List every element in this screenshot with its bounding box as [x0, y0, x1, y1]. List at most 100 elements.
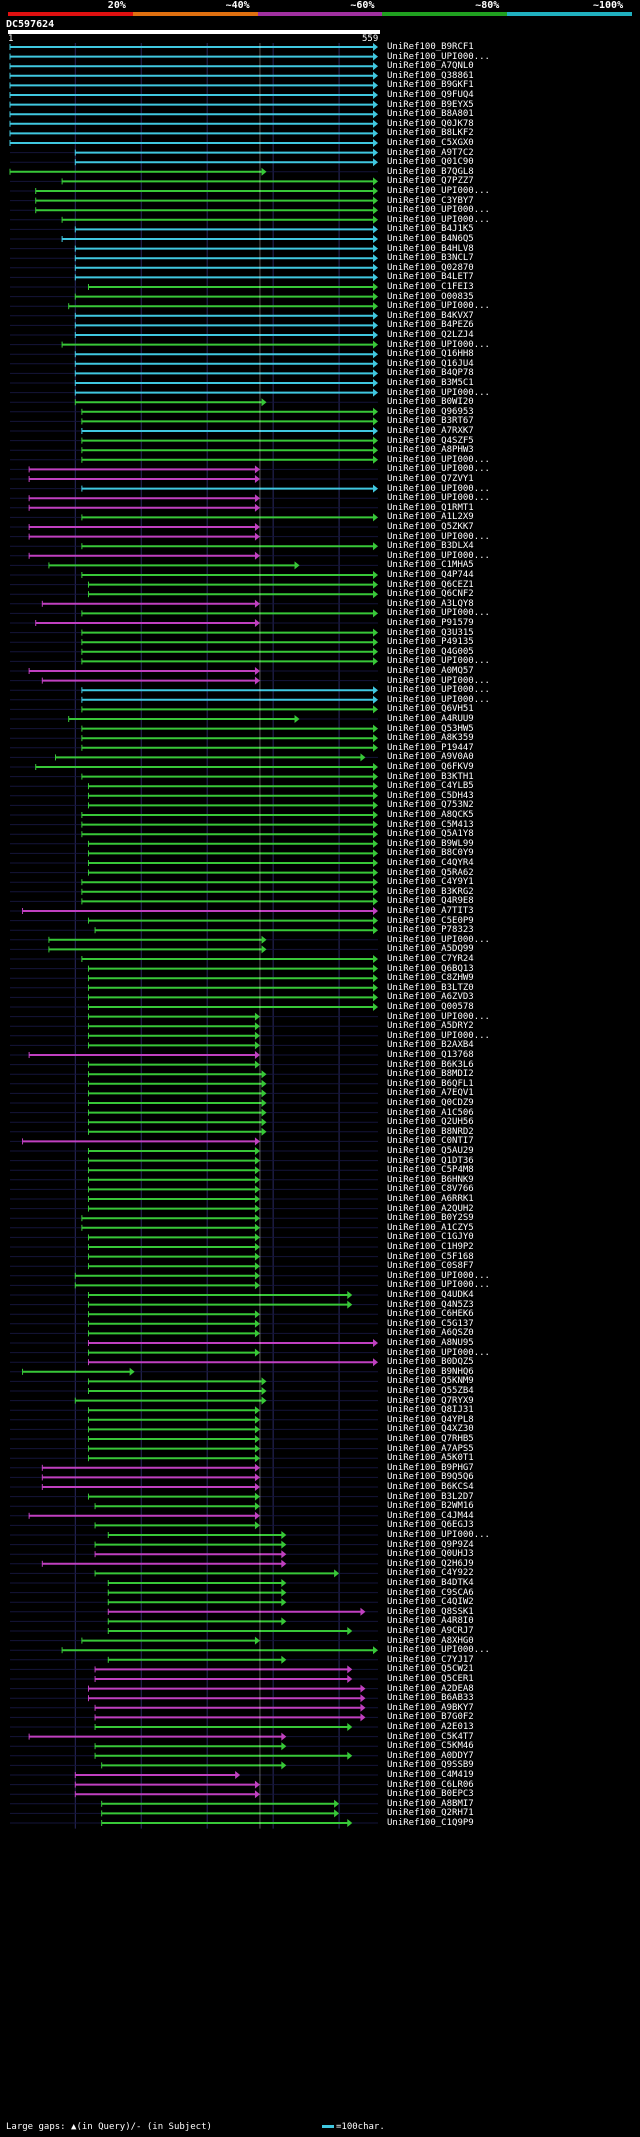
hit-label[interactable]: UniRef100_Q4YPL8 — [387, 1414, 474, 1425]
hit-label[interactable]: UniRef100_A2DEA8 — [387, 1683, 474, 1694]
hit-label[interactable]: UniRef100_Q02870 — [387, 262, 474, 273]
hit-label[interactable]: UniRef100_Q4XZ30 — [387, 1424, 474, 1435]
hit-label[interactable]: UniRef100_UPI000... — [387, 694, 490, 705]
hit-label[interactable]: UniRef100_B0WI20 — [387, 397, 474, 408]
hit-label[interactable]: UniRef100_C4JM44 — [387, 1510, 474, 1521]
hit-label[interactable]: UniRef100_Q5AU29 — [387, 1146, 474, 1156]
hit-label[interactable]: UniRef100_Q753N2 — [387, 800, 474, 811]
hit-label[interactable]: UniRef100_A8NU95 — [387, 1338, 474, 1348]
hit-label[interactable]: UniRef100_UPI000... — [387, 493, 490, 504]
hit-label[interactable]: UniRef100_B3LTZ0 — [387, 982, 474, 993]
hit-label[interactable]: UniRef100_Q4G005 — [387, 646, 474, 657]
hit-label[interactable]: UniRef100_A8PHW3 — [387, 445, 474, 456]
hit-label[interactable]: UniRef100_Q5ZKK7 — [387, 522, 474, 532]
hit-label[interactable]: UniRef100_UPI000... — [387, 1270, 490, 1281]
hit-label[interactable]: UniRef100_C9SCA6 — [387, 1587, 474, 1598]
hit-label[interactable]: UniRef100_B6K3L6 — [387, 1059, 474, 1070]
hit-label[interactable]: UniRef100_B6HNK9 — [387, 1174, 474, 1185]
hit-label[interactable]: UniRef100_UPI000... — [387, 1347, 490, 1358]
hit-label[interactable]: UniRef100_B4HLV8 — [387, 243, 474, 254]
hit-label[interactable]: UniRef100_Q1RMT1 — [387, 502, 474, 513]
hit-label[interactable]: UniRef100_A5DRY2 — [387, 1021, 474, 1032]
hit-label[interactable]: UniRef100_Q8SSK1 — [387, 1606, 474, 1617]
hit-label[interactable]: UniRef100_C4M419 — [387, 1770, 474, 1780]
hit-label[interactable]: UniRef100_B9Q5Q6 — [387, 1472, 474, 1483]
hit-label[interactable]: UniRef100_P91579 — [387, 618, 474, 628]
hit-label[interactable]: UniRef100_A7RXK7 — [387, 426, 474, 436]
hit-label[interactable]: UniRef100_B8LKF2 — [387, 128, 474, 139]
hit-label[interactable]: UniRef100_A1C506 — [387, 1107, 474, 1118]
hit-label[interactable]: UniRef100_UPI000... — [387, 51, 490, 62]
hit-label[interactable]: UniRef100_UPI000... — [387, 205, 490, 216]
hit-label[interactable]: UniRef100_C1MHA5 — [387, 560, 474, 571]
hit-label[interactable]: UniRef100_A7APS5 — [387, 1443, 474, 1454]
hit-label[interactable]: UniRef100_B7G0F2 — [387, 1712, 474, 1723]
hit-label[interactable]: UniRef100_B9EYX5 — [387, 99, 474, 110]
hit-label[interactable]: UniRef100_A0DDY7 — [387, 1750, 474, 1761]
hit-label[interactable]: UniRef100_A9BKY7 — [387, 1702, 474, 1713]
hit-label[interactable]: UniRef100_UPI000... — [387, 608, 490, 619]
hit-label[interactable]: UniRef100_Q4UDK4 — [387, 1290, 474, 1300]
hit-label[interactable]: UniRef100_A6ZVD3 — [387, 992, 474, 1003]
hit-label[interactable]: UniRef100_B9PHG7 — [387, 1462, 474, 1473]
hit-label[interactable]: UniRef100_Q6EGJ3 — [387, 1520, 474, 1531]
hit-label[interactable]: UniRef100_C5K4T7 — [387, 1731, 474, 1742]
hit-label[interactable]: UniRef100_A9CRJ7 — [387, 1626, 474, 1636]
hit-label[interactable]: UniRef100_B4DTK4 — [387, 1578, 474, 1588]
hit-label[interactable]: UniRef100_Q5CW21 — [387, 1664, 474, 1675]
hit-label[interactable]: UniRef100_Q5CER1 — [387, 1674, 474, 1684]
hit-label[interactable]: UniRef100_A5K0T1 — [387, 1453, 474, 1464]
hit-label[interactable]: UniRef100_Q6BQ13 — [387, 963, 474, 974]
hit-label[interactable]: UniRef100_Q2H6J9 — [387, 1558, 474, 1569]
hit-label[interactable]: UniRef100_B4KVX7 — [387, 310, 474, 321]
hit-label[interactable]: UniRef100_C5DH43 — [387, 790, 474, 801]
hit-label[interactable]: UniRef100_C0NTI7 — [387, 1136, 474, 1147]
hit-label[interactable]: UniRef100_Q96953 — [387, 406, 474, 417]
hit-label[interactable]: UniRef100_B4J1K5 — [387, 224, 474, 235]
hit-label[interactable]: UniRef100_Q0UHJ3 — [387, 1549, 474, 1560]
hit-label[interactable]: UniRef100_UPI000... — [387, 531, 490, 542]
hit-label[interactable]: UniRef100_Q01C90 — [387, 157, 474, 168]
hit-label[interactable]: UniRef100_B4PEZ6 — [387, 320, 474, 331]
hit-label[interactable]: UniRef100_A4R8I0 — [387, 1616, 474, 1627]
hit-label[interactable]: UniRef100_UPI000... — [387, 1280, 490, 1291]
hit-label[interactable]: UniRef100_Q6FKV9 — [387, 762, 474, 772]
hit-label[interactable]: UniRef100_Q0JK78 — [387, 118, 474, 129]
hit-label[interactable]: UniRef100_Q8IJ31 — [387, 1405, 474, 1416]
hit-label[interactable]: UniRef100_UPI000... — [387, 339, 490, 350]
hit-label[interactable]: UniRef100_A5DQ99 — [387, 944, 474, 955]
hit-label[interactable]: UniRef100_Q9FUQ4 — [387, 90, 474, 100]
hit-label[interactable]: UniRef100_Q16HH8 — [387, 349, 474, 360]
hit-label[interactable]: UniRef100_B0DQZ5 — [387, 1357, 474, 1368]
hit-label[interactable]: UniRef100_C5F168 — [387, 1251, 474, 1262]
hit-label[interactable]: UniRef100_UPI000... — [387, 1030, 490, 1041]
hit-label[interactable]: UniRef100_Q7PZZ7 — [387, 176, 474, 187]
hit-label[interactable]: UniRef100_A3LQY8 — [387, 598, 474, 609]
hit-label[interactable]: UniRef100_A0MQ57 — [387, 666, 474, 676]
hit-label[interactable]: UniRef100_C1H9P2 — [387, 1242, 474, 1252]
hit-label[interactable]: UniRef100_Q6CNF2 — [387, 589, 474, 600]
hit-label[interactable]: UniRef100_P19447 — [387, 742, 474, 753]
hit-label[interactable]: UniRef100_UPI000... — [387, 464, 490, 475]
hit-label[interactable]: UniRef100_UPI000... — [387, 1011, 490, 1022]
hit-label[interactable]: UniRef100_A1L2X9 — [387, 512, 474, 523]
hit-label[interactable]: UniRef100_C5M413 — [387, 819, 474, 830]
hit-label[interactable]: UniRef100_UPI000... — [387, 387, 490, 398]
hit-label[interactable]: UniRef100_UPI000... — [387, 934, 490, 945]
hit-label[interactable]: UniRef100_P49135 — [387, 637, 474, 648]
hit-label[interactable]: UniRef100_C5G137 — [387, 1318, 474, 1329]
hit-label[interactable]: UniRef100_UPI000... — [387, 186, 490, 196]
hit-label[interactable]: UniRef100_Q7RHB5 — [387, 1434, 474, 1444]
hit-label[interactable]: UniRef100_C4Y9Y1 — [387, 877, 474, 888]
hit-label[interactable]: UniRef100_A7TIT3 — [387, 906, 474, 916]
hit-label[interactable]: UniRef100_Q9SSB9 — [387, 1760, 474, 1771]
hit-label[interactable]: UniRef100_C7YJ17 — [387, 1654, 474, 1665]
hit-label[interactable]: UniRef100_B6KCS4 — [387, 1482, 474, 1492]
hit-label[interactable]: UniRef100_UPI000... — [387, 301, 490, 312]
hit-label[interactable]: UniRef100_A6RRK1 — [387, 1194, 474, 1204]
hit-label[interactable]: UniRef100_UPI000... — [387, 483, 490, 494]
hit-label[interactable]: UniRef100_A9T7C2 — [387, 147, 474, 158]
hit-label[interactable]: UniRef100_C4YLB5 — [387, 781, 474, 792]
hit-label[interactable]: UniRef100_B9WL99 — [387, 838, 474, 849]
hit-label[interactable]: UniRef100_B4LET7 — [387, 272, 474, 283]
